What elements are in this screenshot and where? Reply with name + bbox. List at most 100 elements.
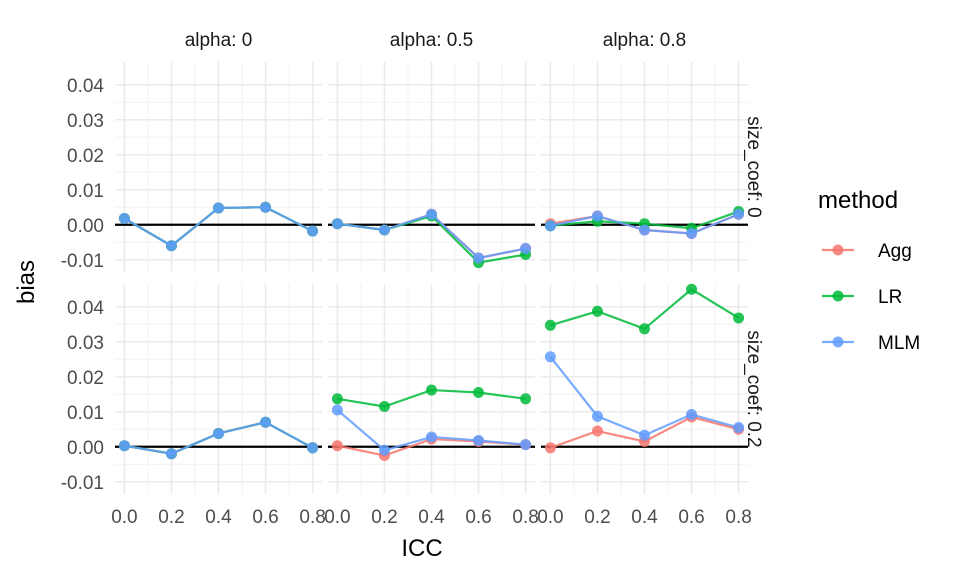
x-tick-label: 0.0	[324, 507, 350, 528]
panel-series	[331, 384, 532, 461]
data-point-mlm	[639, 224, 650, 236]
y-tick-label: -0.01	[61, 251, 104, 272]
data-point-mlm	[473, 434, 485, 446]
panel-series	[544, 283, 745, 454]
x-tick-label: 0.6	[678, 507, 704, 528]
data-point-lr	[733, 312, 745, 324]
x-tick-label: 0.4	[631, 507, 658, 528]
x-tick-label: 0.4	[418, 507, 445, 528]
data-point-mlm	[686, 228, 698, 239]
y-tick-label: 0.04	[67, 298, 104, 319]
data-point-lr	[331, 393, 343, 405]
x-tick-label: 0.0	[537, 507, 563, 528]
data-point-mlm	[544, 220, 556, 232]
facet-column-label: alpha: 0	[185, 30, 253, 51]
y-tick-label: 0.00	[67, 438, 104, 459]
x-tick-label: 0.2	[158, 507, 184, 528]
data-point-mlm	[378, 224, 390, 236]
axes: -0.01 0.00 0.01 0.02 0.03 0.04 -0.01 0.00 0.01 0.…	[61, 30, 764, 528]
data-point-mlm	[520, 439, 532, 451]
data-point-mlm	[118, 212, 130, 224]
x-tick-label: 0.2	[584, 507, 610, 528]
data-point-mlm	[331, 218, 343, 230]
panel-grid	[541, 62, 748, 272]
y-tick-label: 0.01	[67, 403, 104, 424]
legend-label: Agg	[878, 241, 912, 262]
data-point-agg	[331, 440, 343, 452]
x-tick-label: 0.8	[299, 507, 325, 528]
x-tick-label: 0.8	[512, 507, 538, 528]
panel-series	[118, 416, 319, 460]
data-point-mlm	[165, 240, 177, 252]
x-axis-title: ICC	[401, 535, 442, 562]
panel-grid	[115, 62, 322, 272]
data-point-lr	[426, 384, 437, 396]
y-tick-label: 0.04	[67, 76, 104, 97]
x-tick-label: 0.8	[725, 507, 751, 528]
legend-key-point	[832, 244, 844, 256]
data-point-mlm	[260, 416, 272, 428]
legend-entries: Agg LR MLM	[822, 241, 920, 354]
data-point-lr	[591, 305, 603, 317]
data-point-lr	[473, 387, 485, 398]
panel-grid	[328, 62, 535, 272]
data-point-lr	[544, 319, 556, 331]
data-point-mlm	[544, 351, 556, 363]
panel-series	[331, 208, 532, 269]
legend-label: LR	[878, 287, 902, 308]
data-point-mlm	[591, 210, 603, 222]
facet-row-label: size_coef: 0	[743, 116, 764, 217]
legend-title: method	[818, 187, 898, 214]
y-tick-label: 0.03	[67, 333, 104, 354]
panel-grid	[115, 284, 322, 494]
data-point-mlm	[378, 444, 390, 456]
y-tick-label: 0.00	[67, 216, 104, 237]
facet-row-label: size_coef: 0.2	[743, 330, 764, 447]
y-tick-label: 0.03	[67, 111, 104, 132]
data-point-agg	[544, 442, 556, 454]
data-point-mlm	[520, 243, 532, 255]
data-point-mlm	[118, 440, 130, 452]
x-tick-label: 0.6	[252, 507, 278, 528]
facet-column-label: alpha: 0.8	[603, 30, 686, 51]
y-tick-label: 0.02	[67, 146, 104, 167]
data-point-mlm	[639, 429, 650, 441]
data-point-lr	[686, 283, 698, 295]
data-point-lr	[639, 323, 650, 335]
panel-grid	[541, 284, 748, 494]
x-tick-label: 0.2	[371, 507, 397, 528]
data-point-mlm	[686, 409, 698, 421]
y-tick-label: -0.01	[61, 473, 104, 494]
legend-key-point	[832, 290, 844, 302]
data-point-mlm	[307, 442, 319, 454]
data-point-lr	[378, 401, 390, 412]
legend-label: MLM	[878, 333, 920, 354]
legend-item-agg: Agg	[822, 241, 912, 262]
data-point-mlm	[331, 404, 343, 416]
data-point-mlm	[473, 252, 485, 264]
panels	[115, 62, 748, 494]
x-tick-label: 0.4	[205, 507, 232, 528]
data-point-mlm	[213, 427, 224, 439]
x-tick-label: 0.6	[465, 507, 491, 528]
data-point-mlm	[260, 201, 272, 213]
data-point-mlm	[591, 410, 603, 422]
data-point-mlm	[165, 448, 177, 460]
x-tick-label: 0.0	[111, 507, 137, 528]
y-tick-label: 0.02	[67, 368, 104, 389]
legend-item-mlm: MLM	[822, 333, 920, 354]
y-tick-label: 0.01	[67, 181, 104, 202]
legend-key-point	[832, 336, 844, 348]
legend-item-lr: LR	[822, 287, 902, 308]
data-point-mlm	[426, 431, 437, 443]
panel-grid	[328, 284, 535, 494]
panel-series	[544, 205, 745, 239]
data-point-agg	[591, 425, 603, 437]
data-point-mlm	[733, 422, 745, 433]
legend: method Agg LR MLM	[818, 187, 920, 354]
data-point-mlm	[733, 208, 745, 220]
data-point-lr	[520, 393, 532, 405]
panel-series	[118, 201, 319, 252]
data-point-mlm	[307, 225, 319, 237]
